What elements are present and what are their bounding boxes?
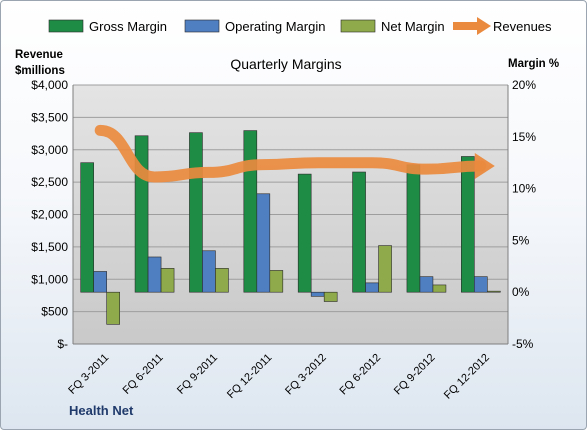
legend-swatch-net-margin: [340, 19, 376, 33]
revenue-arrowhead: [474, 152, 495, 179]
left-tick-label: $500: [41, 305, 68, 319]
bar-operating-margin: [256, 193, 271, 293]
bar-operating-margin: [419, 276, 434, 293]
legend-swatch-gross-margin: [48, 19, 84, 33]
left-axis-title-line1: Revenue: [15, 49, 63, 61]
bar-gross-margin: [406, 164, 421, 293]
left-axis-ticks: $- $500 $1,000 $1,500 $2,000 $2,500 $3,000 $3,5…: [31, 78, 68, 351]
left-tick-label: $-: [57, 337, 68, 351]
left-tick-label: $2,500: [31, 175, 68, 189]
legend-swatch-operating-margin: [184, 19, 220, 33]
x-tick-label: FQ 3-2011: [66, 352, 111, 397]
left-axis-title-line2: $millions: [15, 65, 65, 77]
bar-operating-margin: [365, 282, 379, 293]
bar-net-margin: [323, 291, 338, 302]
bar-net-margin: [269, 270, 284, 293]
bar-gross-margin: [80, 162, 94, 293]
right-tick-label: 0%: [512, 285, 530, 299]
bar-operating-margin: [310, 291, 325, 297]
revenue-line-path: [94, 124, 487, 183]
legend-label-gross-margin: Gross Margin: [89, 19, 167, 34]
bar-gross-margin: [297, 173, 312, 293]
company-label: Health Net: [69, 403, 134, 418]
left-tick-label: $4,000: [31, 78, 68, 92]
bar-net-margin: [160, 268, 175, 293]
legend-swatch-arrowhead: [477, 17, 491, 35]
bar-net-margin: [432, 284, 447, 293]
bar-operating-margin: [147, 256, 162, 293]
left-tick-label: $2,000: [31, 208, 68, 222]
right-tick-label: -5%: [512, 337, 534, 351]
bar-operating-margin: [93, 271, 107, 293]
right-tick-label: 5%: [512, 233, 530, 247]
bar-gross-margin: [352, 171, 366, 293]
bar-operating-margin: [202, 250, 216, 293]
bar-operating-margin: [474, 276, 488, 293]
x-tick-label: FQ 3-2012: [283, 352, 329, 398]
legend: Gross Margin Operating Margin Net Margin Re…: [48, 17, 552, 35]
legend-label-net-margin: Net Margin: [381, 19, 445, 34]
x-axis-ticks: FQ 3-2011 FQ 6-2011 FQ 9-2011 FQ 12-2011 FQ …: [66, 352, 492, 402]
legend-label-operating-margin: Operating Margin: [225, 19, 325, 34]
bar-net-margin: [378, 245, 392, 293]
left-tick-label: $1,500: [31, 240, 68, 254]
chart-title: Quarterly Margins: [230, 56, 341, 72]
right-tick-label: 20%: [512, 78, 536, 92]
x-tick-label: FQ 9-2011: [175, 352, 220, 397]
legend-label-revenues: Revenues: [493, 19, 552, 34]
right-axis-ticks: -5% 0% 5% 10% 15% 20%: [512, 78, 536, 351]
bar-net-margin: [487, 290, 501, 293]
bar-net-margin: [106, 291, 120, 325]
left-tick-label: $3,500: [31, 110, 68, 124]
bar-gross-margin: [461, 156, 475, 293]
x-tick-label: FQ 6-2012: [338, 352, 384, 398]
x-tick-label: FQ 12-2012: [442, 352, 492, 402]
right-axis-title: Margin %: [508, 58, 559, 70]
bar-gross-margin: [243, 130, 258, 293]
x-tick-label: FQ 6-2011: [121, 352, 166, 397]
revenue-line: [94, 124, 495, 183]
left-tick-label: $3,000: [31, 143, 68, 157]
bar-gross-margin: [189, 132, 203, 293]
x-tick-label: FQ 9-2012: [392, 352, 438, 398]
left-tick-label: $1,000: [31, 272, 68, 286]
right-tick-label: 15%: [512, 130, 536, 144]
x-tick-label: FQ 12-2011: [225, 352, 274, 401]
right-tick-label: 10%: [512, 182, 536, 196]
bar-net-margin: [215, 268, 229, 293]
